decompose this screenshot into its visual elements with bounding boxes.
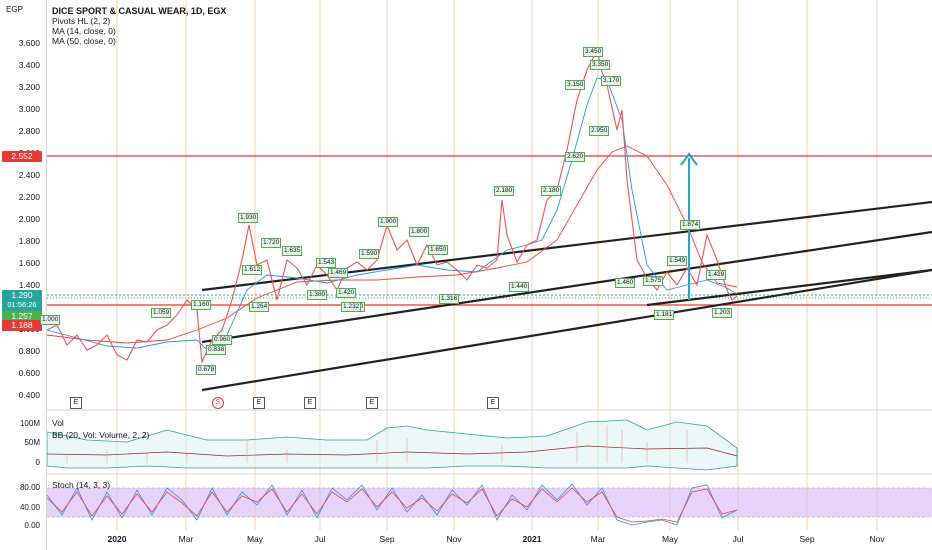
pivot-label: 2.180	[541, 186, 562, 196]
support-price-tag: 1.188	[2, 320, 42, 331]
pivot-label: 1.543	[316, 258, 337, 268]
pivot-label: 1.590	[359, 249, 380, 259]
pivot-label: 1.380	[307, 290, 328, 300]
time-tick: Nov	[446, 534, 462, 544]
price-series	[47, 48, 738, 365]
pivot-label: 1.420	[336, 288, 357, 298]
pivot-label: 1.800	[409, 227, 430, 237]
pivot-label: 1.650	[428, 245, 449, 255]
volume-legend: Vol	[52, 418, 64, 428]
price-tick: 0.600	[18, 368, 40, 378]
volume-tick: 0	[35, 458, 40, 467]
pivot-label: 0.838	[206, 345, 227, 355]
price-tick: 0.400	[18, 390, 40, 400]
price-tick: 0.800	[18, 346, 40, 356]
stoch-tick: 40.00	[19, 503, 40, 512]
pivot-label: 1.440	[509, 282, 530, 292]
pivot-label: 3.450	[583, 47, 604, 57]
time-tick: Mar	[590, 534, 606, 544]
time-tick: Jul	[314, 534, 326, 544]
earnings-badge[interactable]: E	[253, 397, 265, 409]
pivot-label: 2.180	[494, 186, 515, 196]
ma50-legend: MA (50, close, 0)	[52, 36, 116, 46]
time-tick: May	[661, 534, 679, 544]
pivot-label: 1.181	[654, 310, 675, 320]
last-price-tag: 1.290 01:56:26	[2, 290, 42, 312]
pivot-label: 1.059	[151, 308, 172, 318]
price-tick: 2.200	[18, 192, 40, 202]
pivot-label: 3.350	[590, 60, 611, 70]
bb-legend: BB (20, Vol: Volume, 2, 2)	[52, 430, 150, 440]
pivot-label: 3.170	[601, 76, 622, 86]
price-tick: 1.400	[18, 280, 40, 290]
price-tick: 1.600	[18, 258, 40, 268]
time-tick: May	[246, 534, 264, 544]
chart-canvas[interactable]	[47, 0, 932, 530]
time-tick: Jul	[732, 534, 744, 544]
pivot-label: 1.874	[680, 220, 701, 230]
pivot-label: 1.429	[706, 270, 727, 280]
pivot-label: 1.549	[667, 256, 688, 266]
pivot-label: 1.575	[643, 276, 664, 286]
pivot-label: 3.150	[565, 80, 586, 90]
time-tick: 2021	[522, 534, 542, 544]
pivot-label: 1.720	[261, 238, 282, 248]
stoch-k-line	[47, 483, 738, 526]
earnings-badge[interactable]: E	[366, 397, 378, 409]
volume-tick: 100M	[19, 419, 40, 428]
volume-bars	[66, 425, 688, 463]
volume-tick: 50M	[24, 438, 40, 447]
time-tick: Mar	[178, 534, 194, 544]
chart-legend: DICE SPORT & CASUAL WEAR, 1D, EGX Pivots…	[52, 6, 226, 46]
currency-label: EGP	[6, 5, 23, 14]
stoch-tick: 0.00	[24, 521, 40, 530]
stoch-d-line	[47, 487, 738, 523]
symbol-title: DICE SPORT & CASUAL WEAR, 1D, EGX	[52, 6, 227, 16]
pivot-label: 1.635	[282, 246, 303, 256]
pivot-label: 1.900	[378, 217, 399, 227]
pivot-label: 0.678	[196, 365, 217, 375]
level-price-tag: 2.552	[2, 151, 42, 162]
pivot-label: 1.469	[328, 268, 349, 278]
pivot-label: 1.264	[249, 302, 270, 312]
pivot-label: 2.620	[565, 152, 586, 162]
stoch-legend: Stoch (14, 3, 3)	[52, 480, 111, 490]
time-tick: 2020	[107, 534, 127, 544]
pivot-label: 1.460	[615, 278, 636, 288]
pivots-legend: Pivots HL (2, 2)	[52, 16, 111, 26]
price-tick: 2.800	[18, 126, 40, 136]
time-tick: Sep	[799, 534, 815, 544]
earnings-badge[interactable]: E	[70, 397, 82, 409]
price-tick: 3.200	[18, 82, 40, 92]
pivot-label: 1.930	[238, 213, 259, 223]
ma14-legend: MA (14, close, 0)	[52, 26, 116, 36]
price-tick: 2.400	[18, 170, 40, 180]
earnings-badge[interactable]: E	[487, 397, 499, 409]
ma50-line	[47, 145, 738, 344]
price-tick: 3.000	[18, 104, 40, 114]
time-tick: Sep	[379, 534, 395, 544]
price-tick: 3.400	[18, 60, 40, 70]
volume-bb-band	[47, 419, 738, 471]
pivot-label: 2.950	[589, 126, 610, 136]
price-tick: 1.800	[18, 236, 40, 246]
split-badge[interactable]: S	[212, 397, 224, 409]
price-tick: 3.600	[18, 38, 40, 48]
pivot-label: 1.612	[242, 265, 263, 275]
earnings-badge[interactable]: E	[304, 397, 316, 409]
time-tick: Nov	[869, 534, 885, 544]
pivot-label: 0.960	[212, 335, 233, 345]
price-tick: 2.000	[18, 214, 40, 224]
trend-channel	[201, 200, 932, 392]
ma14-line	[47, 77, 738, 356]
pivot-label: 1.232	[341, 302, 362, 312]
bid-price-tag: 1.257	[2, 311, 42, 322]
price-axis[interactable]: EGP 3.6003.4003.2003.0002.8002.6002.4002…	[0, 0, 47, 550]
pivot-label: 1.160	[191, 300, 212, 310]
stoch-tick: 80.00	[19, 483, 40, 492]
pivot-label: 1.203	[712, 308, 733, 318]
pivot-label: 1.000	[40, 315, 61, 325]
pivot-label: 1.316	[439, 294, 460, 304]
